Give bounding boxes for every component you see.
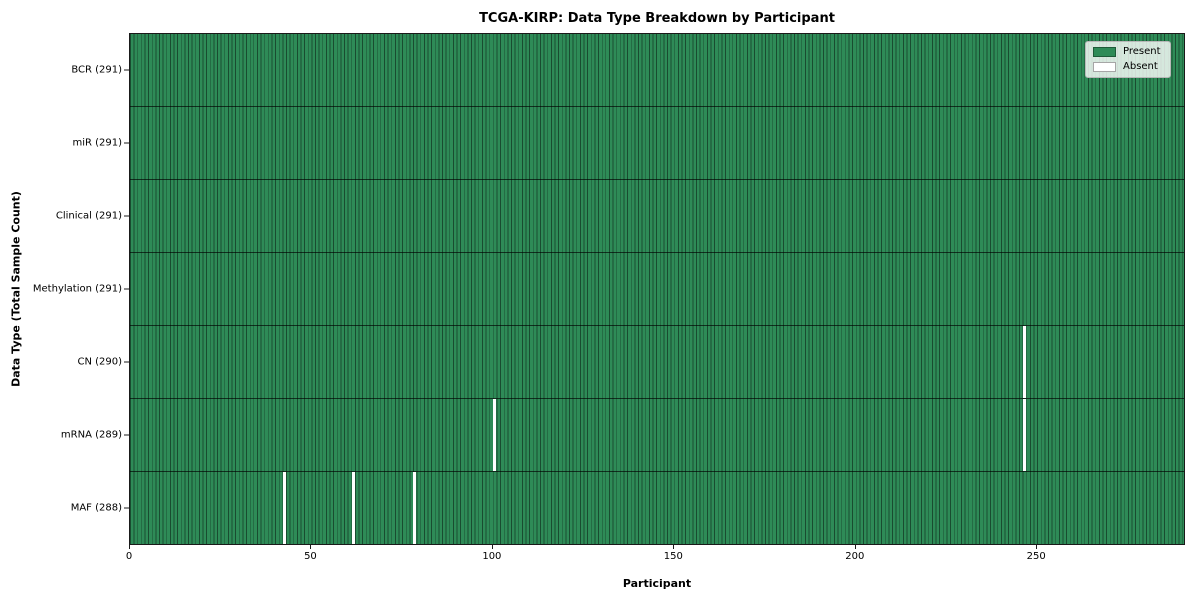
- heatmap-row-CN: [130, 325, 1184, 398]
- x-tick-mark: [310, 545, 312, 549]
- absent-cell: [1023, 399, 1026, 471]
- x-tick-mark: [491, 545, 493, 549]
- absent-cell: [413, 472, 417, 544]
- x-tick-label: 200: [845, 551, 865, 562]
- y-tick-mark: [124, 361, 129, 363]
- chart-title: TCGA-KIRP: Data Type Breakdown by Partic…: [479, 11, 835, 26]
- x-tick-mark: [129, 545, 130, 549]
- legend-item-absent: Absent: [1093, 62, 1161, 72]
- x-tick-label: 100: [482, 551, 502, 562]
- heatmap-row-BCR: [130, 34, 1184, 106]
- y-tick-label: Clinical (291): [55, 210, 122, 222]
- absent-cell: [351, 472, 355, 544]
- absent-cell: [282, 472, 286, 544]
- y-tick-mark: [124, 215, 129, 217]
- x-tick-mark: [1036, 545, 1038, 549]
- legend-item-present: Present: [1093, 47, 1161, 57]
- absent-cell: [493, 399, 497, 471]
- x-tick-mark: [854, 545, 856, 549]
- x-tick-label: 50: [304, 551, 317, 562]
- x-tick-label: 0: [125, 551, 133, 562]
- y-tick-mark: [124, 142, 129, 144]
- heatmap-row-Clinical: [130, 179, 1184, 252]
- legend-label-absent: Absent: [1123, 61, 1158, 72]
- y-axis-label: Data Type (Total Sample Count): [9, 191, 23, 387]
- heatmap-row-mRNA: [130, 398, 1184, 471]
- heatmap-row-miR: [130, 106, 1184, 179]
- absent-cell: [1023, 326, 1026, 398]
- absent-swatch-icon: [1093, 62, 1116, 72]
- x-tick-label: 250: [1026, 551, 1046, 562]
- legend-label-present: Present: [1123, 46, 1161, 57]
- x-axis-label: Participant: [622, 577, 692, 590]
- y-tick-label: mRNA (289): [60, 429, 122, 441]
- heatmap-row-Methylation: [130, 252, 1184, 325]
- present-swatch-icon: [1093, 47, 1116, 57]
- x-tick-label: 150: [663, 551, 683, 562]
- y-tick-mark: [124, 69, 129, 71]
- y-tick-mark: [124, 288, 129, 290]
- x-tick-mark: [673, 545, 675, 549]
- heatmap-row-MAF: [130, 471, 1184, 544]
- y-tick-mark: [124, 507, 129, 509]
- y-tick-label: BCR (291): [71, 64, 122, 76]
- legend: Present Absent: [1085, 41, 1171, 78]
- y-tick-mark: [124, 434, 129, 436]
- y-tick-label: CN (290): [77, 356, 122, 368]
- plot-area: [129, 33, 1185, 545]
- y-tick-label: MAF (288): [70, 502, 122, 514]
- y-tick-label: Methylation (291): [32, 283, 122, 295]
- y-tick-label: miR (291): [72, 137, 122, 149]
